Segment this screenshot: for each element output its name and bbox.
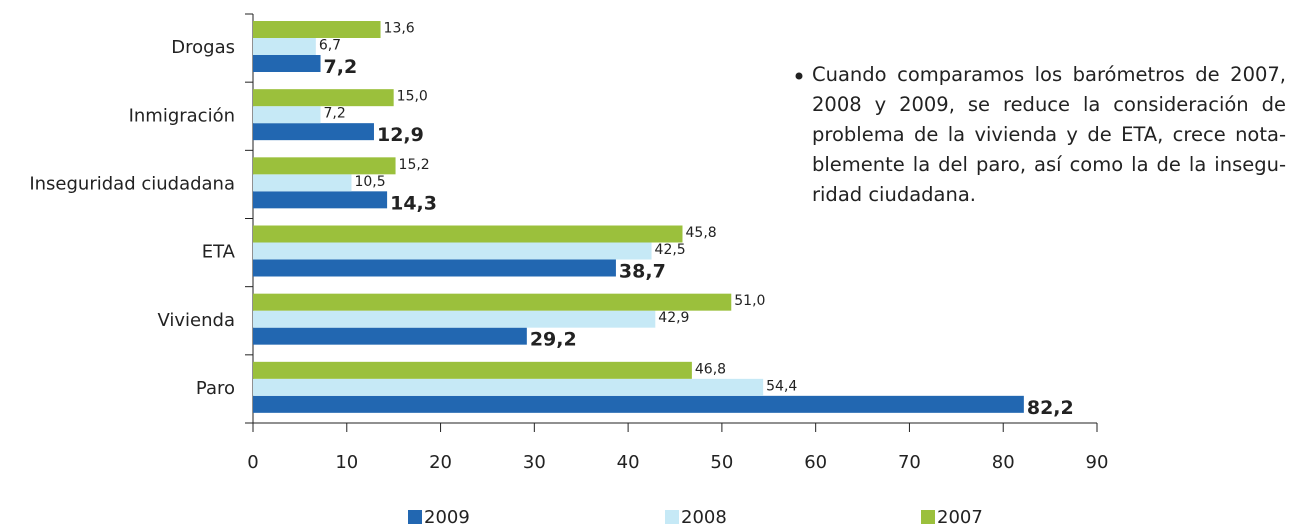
bar (253, 395, 1024, 413)
data-label: 15,2 (399, 157, 430, 173)
bar (253, 89, 394, 107)
data-label: 14,3 (390, 192, 437, 214)
data-label: 46,8 (695, 361, 726, 377)
annotation-line: Cuando comparamos los barómetros de 2007… (812, 63, 1286, 86)
x-tick-label: 70 (898, 452, 921, 473)
x-tick-label: 0 (247, 452, 258, 473)
data-label: 45,8 (686, 225, 717, 241)
y-tick-label: Inmigración (129, 105, 235, 126)
x-tick-label: 30 (523, 452, 546, 473)
bar (253, 242, 652, 260)
x-tick-label: 40 (617, 452, 640, 473)
legend-label: 2008 (681, 507, 727, 528)
data-label: 10,5 (354, 174, 385, 190)
legend-swatch (665, 510, 679, 524)
legend-label: 2009 (424, 507, 470, 528)
data-label: 12,9 (377, 124, 424, 146)
y-tick-label: Paro (196, 378, 235, 399)
annotation-line: blemente la del paro, así como la de la … (812, 153, 1286, 176)
annotation: Cuando comparamos los barómetros de 2007… (812, 60, 1286, 210)
x-tick-label: 50 (710, 452, 733, 473)
bar (253, 327, 527, 345)
bullet (795, 72, 803, 80)
legend-swatch (921, 510, 935, 524)
bar (253, 191, 388, 209)
y-tick-label: ETA (202, 242, 236, 263)
bar (253, 106, 321, 124)
annotation-line: problema de la vivienda y de ETA, crece … (812, 123, 1286, 146)
x-tick-label: 80 (992, 452, 1015, 473)
y-tick-label: Drogas (171, 37, 235, 58)
y-tick-label: Vivienda (157, 310, 235, 331)
legend-swatch (408, 510, 422, 524)
bar (253, 157, 396, 175)
data-label: 54,4 (766, 378, 797, 394)
data-label: 7,2 (324, 106, 346, 122)
annotation-line: ridad ciudadana. (812, 183, 976, 206)
data-label: 42,5 (655, 242, 686, 258)
x-tick-label: 20 (429, 452, 452, 473)
data-label: 15,0 (397, 89, 428, 105)
bar (253, 55, 321, 72)
bar (253, 225, 683, 243)
bar (253, 174, 352, 192)
bar (253, 38, 316, 55)
x-tick-label: 60 (804, 452, 827, 473)
data-label: 29,2 (530, 329, 577, 351)
data-label: 51,0 (734, 293, 765, 309)
x-tick-label: 10 (335, 452, 358, 473)
annotation-line: 2008 y 2009, se reduce la consideración … (812, 93, 1286, 116)
x-tick-label: 90 (1086, 452, 1109, 473)
legend-label: 2007 (937, 507, 983, 528)
data-label: 7,2 (324, 56, 358, 78)
y-tick-label: Inseguridad ciudadana (29, 173, 235, 194)
bar (253, 378, 764, 396)
bar (253, 123, 374, 141)
bar (253, 259, 616, 277)
data-label: 38,7 (619, 261, 666, 283)
bar (253, 310, 656, 328)
data-label: 13,6 (384, 21, 415, 37)
bar (253, 293, 732, 311)
bar (253, 21, 381, 38)
data-label: 6,7 (319, 38, 341, 54)
data-label: 42,9 (658, 310, 689, 326)
bar (253, 361, 692, 379)
data-label: 82,2 (1027, 397, 1074, 419)
